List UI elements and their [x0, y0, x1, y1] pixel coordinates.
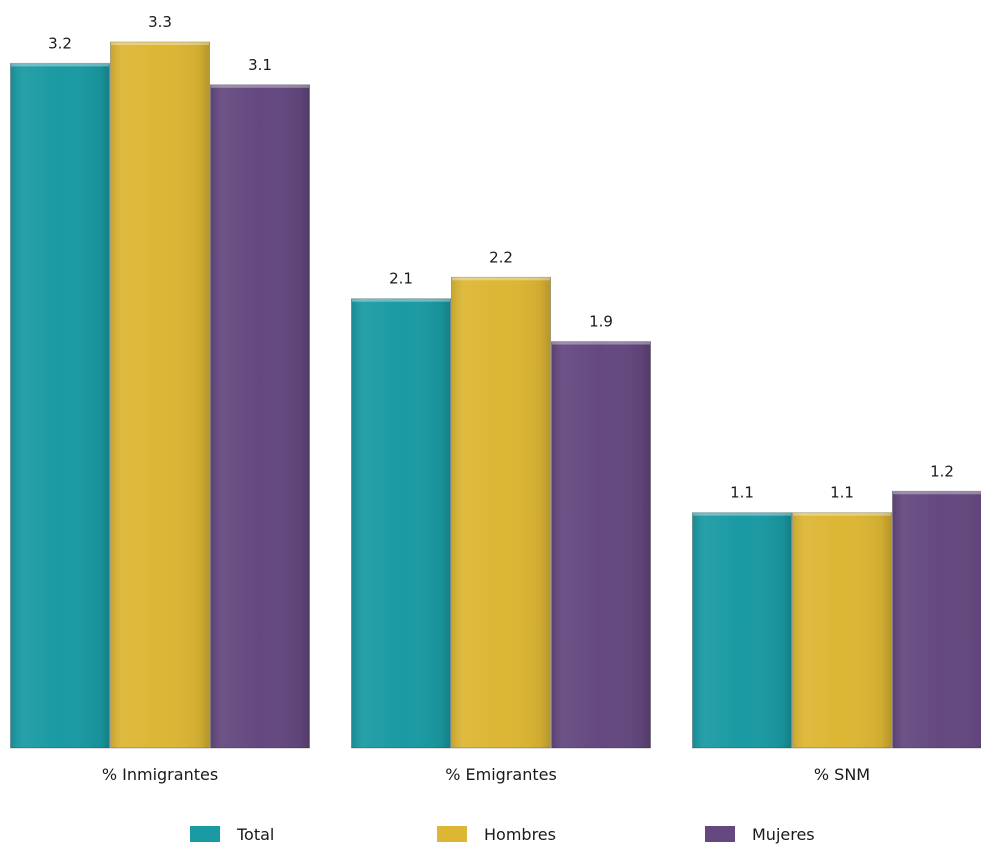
bar-emigrantes-mujeres — [551, 341, 651, 749]
bar-emigrantes-total-top-highlight — [352, 298, 450, 302]
bar-inmigrantes-mujeres-top-highlight — [211, 84, 309, 88]
bar-snm-total — [692, 512, 792, 749]
legend-label-hombres: Hombres — [484, 825, 556, 844]
bar-inmigrantes-hombres-top-highlight — [111, 42, 209, 45]
bar-snm-hombres — [792, 512, 892, 749]
category-label-snm: % SNM — [814, 765, 870, 784]
legend-swatch-total — [190, 826, 220, 842]
category-labels-layer: % Inmigrantes % Emigrantes % SNM — [102, 765, 870, 784]
value-label-inmigrantes-total: 3.2 — [48, 34, 72, 52]
value-label-snm-total: 1.1 — [730, 484, 754, 502]
bar-emigrantes-total — [351, 298, 451, 749]
bar-inmigrantes-total — [10, 62, 110, 749]
value-label-emigrantes-mujeres: 1.9 — [589, 313, 613, 331]
bar-inmigrantes-hombres — [110, 41, 210, 749]
legend: Total Hombres Mujeres — [190, 825, 815, 844]
bars-layer — [10, 41, 981, 749]
bar-inmigrantes-mujeres — [210, 84, 310, 749]
legend-label-total: Total — [236, 825, 274, 844]
value-labels-layer: 3.2 3.3 3.1 2.1 2.2 1.9 1.1 1.1 1.2 — [48, 13, 954, 502]
category-label-inmigrantes: % Inmigrantes — [102, 765, 218, 784]
bar-emigrantes-hombres-top-highlight — [452, 277, 550, 281]
bar-snm-total-top-highlight — [693, 512, 791, 516]
value-label-snm-hombres: 1.1 — [830, 484, 854, 502]
legend-swatch-mujeres — [705, 826, 735, 842]
category-label-emigrantes: % Emigrantes — [445, 765, 557, 784]
bar-inmigrantes-total-top-highlight — [11, 63, 109, 67]
bar-snm-mujeres — [892, 490, 981, 749]
bar-snm-hombres-top-highlight — [793, 512, 891, 516]
legend-label-mujeres: Mujeres — [752, 825, 815, 844]
bar-emigrantes-hombres — [451, 276, 551, 749]
legend-swatch-hombres — [437, 826, 467, 842]
value-label-emigrantes-hombres: 2.2 — [489, 248, 513, 266]
value-label-inmigrantes-mujeres: 3.1 — [248, 56, 272, 74]
bar-snm-mujeres-top-highlight — [893, 491, 981, 495]
bar-emigrantes-mujeres-top-highlight — [552, 341, 650, 345]
value-label-snm-mujeres: 1.2 — [930, 462, 954, 480]
value-label-inmigrantes-hombres: 3.3 — [148, 13, 172, 31]
value-label-emigrantes-total: 2.1 — [389, 270, 413, 288]
